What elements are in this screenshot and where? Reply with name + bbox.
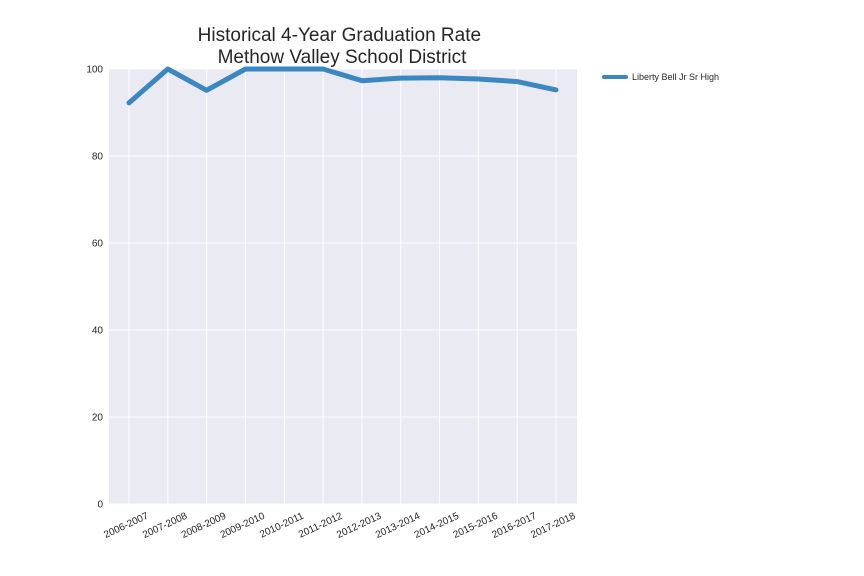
- data-point: [476, 77, 481, 82]
- legend: Liberty Bell Jr Sr High: [602, 72, 719, 82]
- series-group: [126, 66, 559, 106]
- data-point: [359, 78, 364, 83]
- data-point: [398, 76, 403, 81]
- plot-area: [109, 69, 577, 504]
- chart-title-line-2: Methow Valley School District: [218, 47, 468, 68]
- data-point: [515, 79, 520, 84]
- data-point: [204, 88, 209, 93]
- y-tick-label: 60: [92, 239, 104, 250]
- data-point: [282, 67, 287, 72]
- x-axis-ticks: 2006-20072007-20082008-20092009-20102010…: [102, 511, 577, 541]
- chart-title: Historical 4-Year Graduation Rate Methow…: [198, 25, 487, 68]
- y-tick-label: 20: [92, 413, 104, 424]
- x-tick-label: 2017-2018: [529, 511, 577, 541]
- y-tick-label: 40: [92, 326, 104, 337]
- y-tick-label: 0: [97, 500, 103, 511]
- gridlines: [109, 68, 577, 505]
- y-axis-ticks: 0 20 40 60 80 100: [86, 65, 103, 511]
- data-point: [554, 87, 559, 92]
- y-tick-label: 100: [86, 65, 103, 76]
- data-point: [165, 67, 170, 72]
- data-point: [127, 100, 132, 105]
- chart-title-line-1: Historical 4-Year Graduation Rate: [198, 25, 481, 46]
- data-point: [437, 75, 442, 80]
- legend-label: Liberty Bell Jr Sr High: [632, 72, 719, 82]
- data-point: [243, 67, 248, 72]
- y-tick-label: 80: [92, 152, 104, 163]
- series-line: [126, 66, 559, 106]
- data-point: [321, 67, 326, 72]
